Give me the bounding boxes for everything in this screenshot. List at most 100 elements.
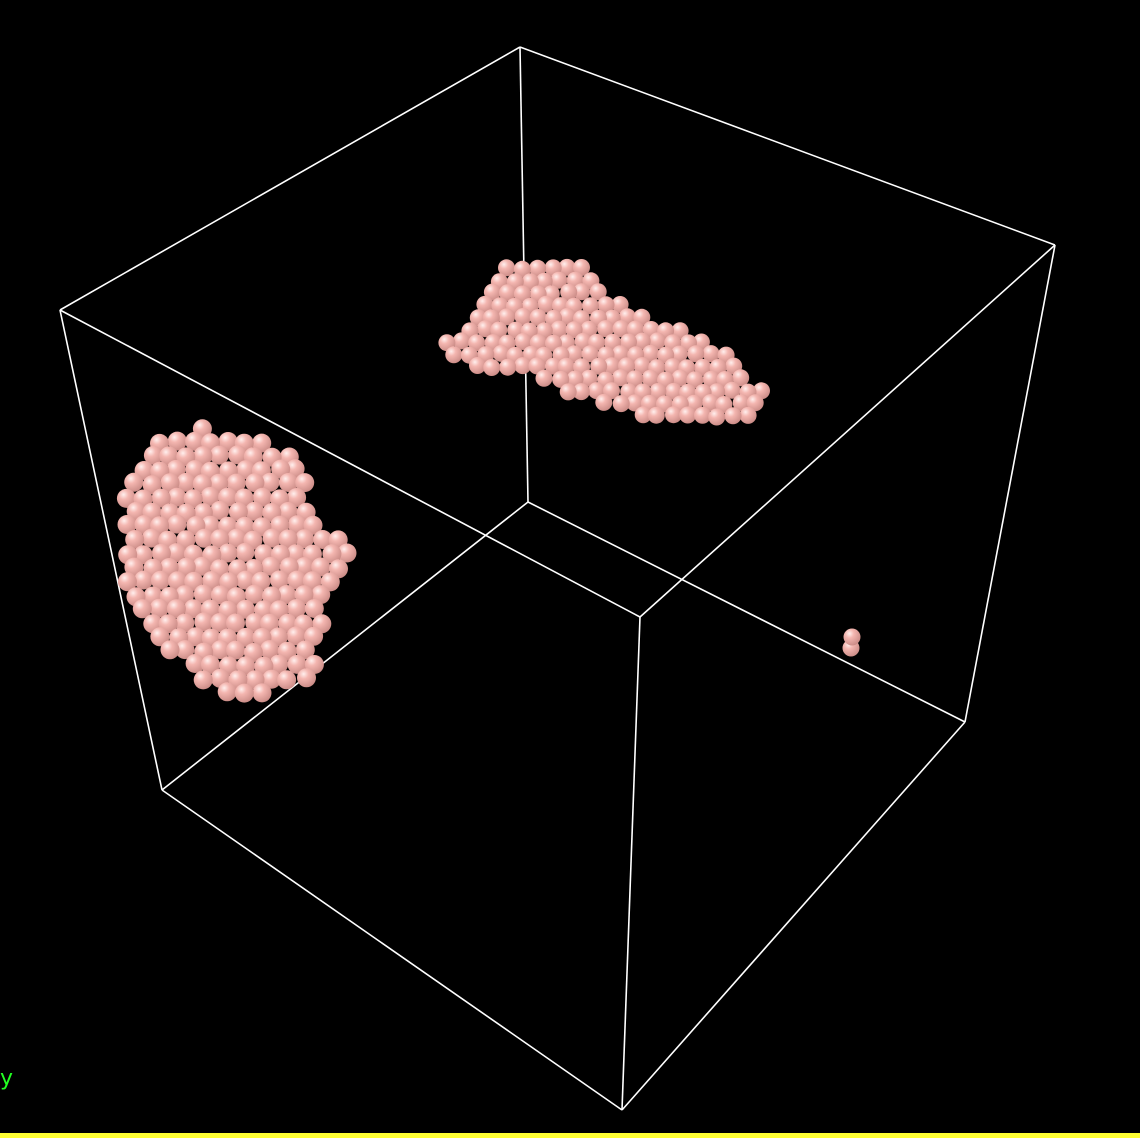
atom-sphere [286,599,306,618]
atom-sphere [226,640,246,660]
atom-sphere [210,529,230,549]
atom-sphere [529,309,547,326]
atom-sphere [521,273,539,291]
atom-sphere [245,613,265,633]
atom-sphere [194,612,214,632]
atom-sphere [483,283,501,301]
atom-sphere [200,655,220,674]
atom-sphere [445,346,463,364]
atom-sphere [558,307,576,325]
box-edge [59,309,163,791]
atom-sphere [612,320,630,338]
atom-sphere [597,296,615,314]
atom-sphere [244,584,264,604]
atom-sphere [626,370,644,388]
atom-sphere [269,600,289,620]
atom-sphere [337,543,357,563]
box-edge [161,789,623,1111]
atom-sphere [322,544,342,564]
atom-sphere [537,295,555,313]
atom-sphere [642,344,660,362]
atom-sphere [117,572,137,592]
atom-sphere [252,487,272,507]
atom-sphere [514,333,532,350]
simulation-box [59,46,1056,1111]
atom-sphere [559,383,577,401]
atom-sphere [210,613,230,632]
atom-sphere [210,585,230,605]
atom-sphere [647,406,665,424]
atom-cluster-top [438,258,770,426]
atom-sphere [626,394,644,412]
atom-sphere [226,473,246,493]
atom-sphere [295,473,315,493]
atom-sphere [166,599,186,619]
atom-sphere [287,654,307,674]
atom-sphere [492,344,510,362]
atom-sphere [580,369,598,387]
atom-sphere [723,381,741,399]
atom-sphere [245,473,265,493]
atom-sphere [175,585,195,605]
atom-sphere [218,432,238,451]
atom-sphere [218,543,238,563]
atom-sphere [277,670,297,690]
atom-sphere [552,370,570,388]
atom-sphere [468,334,486,352]
atom-sphere [142,528,161,548]
atom-sphere [679,406,697,424]
atom-sphere [150,570,170,590]
atom-sphere [116,488,136,508]
atom-sphere [211,640,230,660]
atom-sphere [573,283,591,301]
atom-sphere [287,570,307,590]
atom-sphere [573,259,590,276]
atom-sphere [278,502,298,521]
atom-sphere [124,557,144,577]
atom-sphere [193,584,213,604]
atom-sphere [200,486,220,506]
atom-sphere [262,586,281,606]
atom-sphere [476,295,494,313]
atom-sphere [499,284,516,302]
atom-sphere [557,357,575,375]
atom-sphere [694,358,712,376]
atom-sphere [513,285,531,303]
atom-sphere [236,570,255,590]
status-strip [0,1133,1140,1138]
atom-sphere [313,530,333,549]
atom-sphere [566,370,584,388]
box-edge [621,721,966,1111]
atom-sphere [278,473,298,492]
atom-sphere [550,271,568,289]
atom-sphere [304,599,324,618]
atom-sphere [194,528,214,548]
atom-sphere [595,393,613,411]
atom-sphere [210,500,230,520]
atom-sphere [183,489,203,509]
atom-sphere [217,682,237,702]
atom-sphere [143,445,163,465]
atom-sphere [235,599,255,619]
atom-sphere [286,626,306,646]
atom-sphere [513,260,531,278]
atom-sphere [612,395,630,413]
atom-sphere [746,394,764,412]
atom-sphere [228,445,248,465]
atom-sphere [589,283,607,301]
atom-sphere [167,431,187,451]
atom-sphere [476,320,494,338]
atom-sphere [581,345,599,363]
atom-sphere [843,628,861,646]
atom-sphere [288,515,307,535]
box-edge [59,46,521,311]
atom-sphere [574,332,592,350]
atom-sphere [590,357,608,375]
atom-sphere [236,656,256,676]
atom-sphere [702,345,720,363]
atom-sphere [581,297,599,315]
atom-sphere [150,627,170,647]
atom-sphere [142,475,162,495]
atom-sphere [732,394,750,412]
